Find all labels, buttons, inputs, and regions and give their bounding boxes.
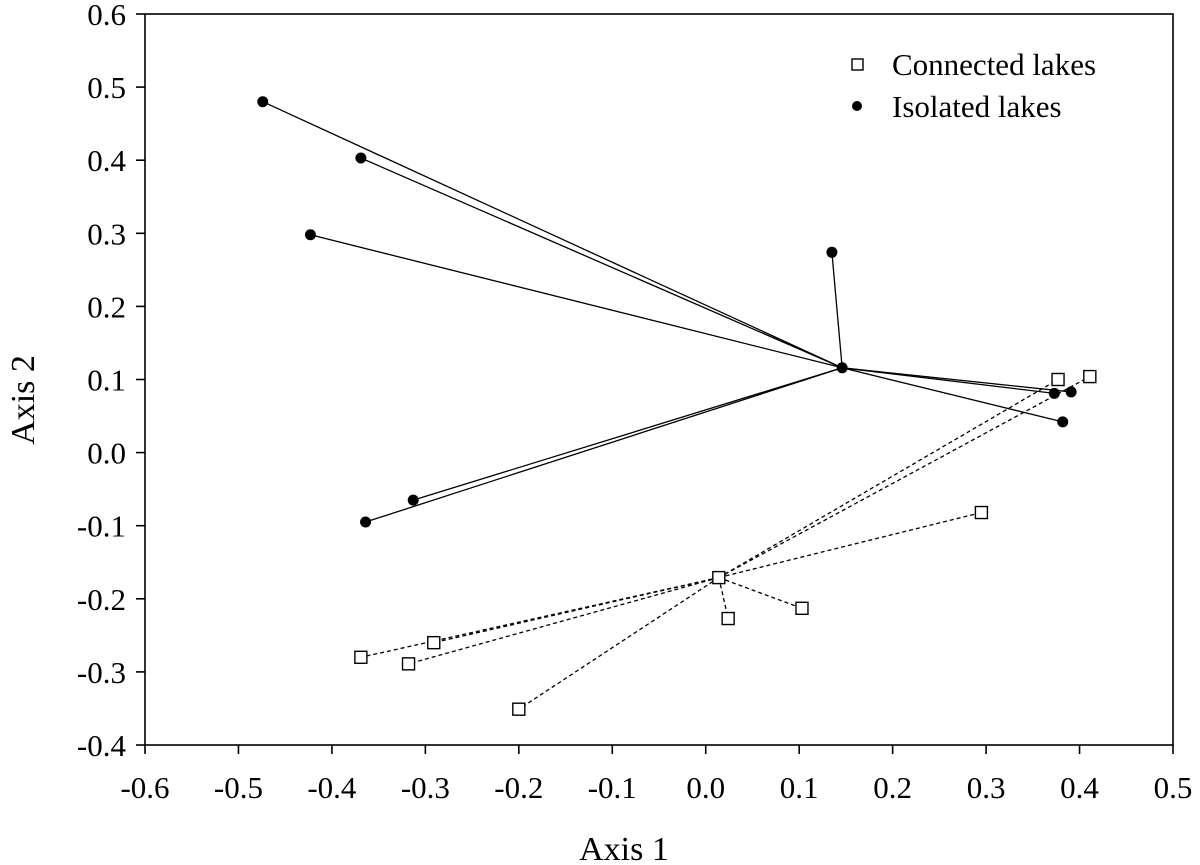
isolated-lake-point: [1057, 416, 1069, 428]
isolated-lake-point: [360, 516, 372, 528]
connected-lake-line: [718, 378, 1059, 579]
x-tick-label: -0.2: [494, 770, 543, 805]
y-tick-label: 0.3: [87, 216, 126, 251]
connector-lines: [262, 101, 1091, 710]
connected-lake-point: [354, 650, 368, 664]
legend-marker-isolated: [852, 101, 862, 111]
isolated-lake-point: [304, 229, 316, 241]
legend-label-connected: Connected lakes: [892, 47, 1096, 82]
legend-marker-connected: [851, 58, 864, 71]
x-tick-label: 0.3: [967, 770, 1006, 805]
y-tick-label: -0.4: [77, 728, 127, 763]
connected-lake-line: [718, 511, 982, 579]
isolated-lake-line: [262, 101, 843, 369]
connected-lake-point: [974, 505, 989, 520]
connected-lake-line: [518, 577, 720, 710]
y-tick-label: 0.6: [87, 0, 126, 32]
x-tick-label: 0.2: [873, 770, 912, 805]
connected-lake-line: [433, 576, 719, 644]
isolated-lake-line: [842, 367, 1063, 423]
connected-lake-point: [427, 635, 441, 650]
y-tick-label: -0.3: [77, 655, 126, 690]
connected-lake-line: [718, 576, 803, 609]
isolated-lake-line: [831, 252, 843, 368]
y-tick-label: 0.1: [87, 363, 126, 398]
legend: Connected lakes Isolated lakes: [851, 47, 1096, 124]
isolated-lake-point: [407, 494, 419, 506]
isolated-lake-line: [842, 367, 1072, 393]
connected-lake-point: [721, 611, 735, 626]
connected-lake-point: [1083, 369, 1097, 384]
isolated-lake-line: [365, 367, 843, 523]
x-tick-label: 0.4: [1060, 770, 1099, 805]
y-tick-label: 0.0: [87, 436, 126, 471]
x-tick-label: -0.5: [214, 770, 263, 805]
isolated-lake-point: [1065, 386, 1077, 398]
x-tick-label: 0.1: [780, 770, 819, 805]
connected-lake-point: [795, 601, 809, 616]
isolated-lake-point: [355, 152, 367, 164]
isolated-lake-line: [413, 367, 843, 501]
connected-lake-point: [401, 657, 416, 671]
x-axis-title: Axis 1: [579, 831, 669, 865]
isolated-lake-point: [1048, 387, 1060, 399]
x-tick-label: -0.1: [588, 770, 637, 805]
connected-lakes-centroid-point: [712, 570, 726, 585]
x-tick-label: -0.3: [401, 770, 450, 805]
connected-lake-point: [512, 702, 526, 716]
connected-lake-line: [360, 576, 719, 658]
y-tick-label: 0.5: [87, 70, 126, 105]
isolated-lake-point: [257, 96, 269, 108]
isolated-lakes-centroid-point: [836, 362, 848, 374]
y-tick-label: -0.1: [77, 509, 126, 544]
y-tick-label: 0.2: [87, 289, 126, 324]
data-markers: [257, 96, 1097, 716]
y-tick-label: 0.4: [87, 143, 126, 178]
y-axis-title: Axis 2: [5, 355, 42, 445]
connected-lake-point: [1051, 372, 1065, 387]
legend-label-isolated: Isolated lakes: [892, 89, 1062, 124]
isolated-lake-line: [310, 234, 843, 369]
connected-lake-line: [718, 376, 1091, 579]
y-tick-label: -0.2: [77, 582, 126, 617]
x-tick-label: -0.6: [120, 770, 169, 805]
isolated-lake-line: [360, 157, 843, 369]
isolated-lake-point: [826, 246, 838, 258]
connected-lake-line: [408, 576, 719, 665]
x-tick-label: 0.0: [686, 770, 725, 805]
x-tick-label: 0.5: [1154, 770, 1193, 805]
x-tick-label: -0.4: [307, 770, 357, 805]
axis-ticks: -0.6 -0.5 -0.4 -0.3 -0.2 -0.1 0.0 0.1 0.2 0.3 0.4 0…: [77, 0, 1192, 805]
